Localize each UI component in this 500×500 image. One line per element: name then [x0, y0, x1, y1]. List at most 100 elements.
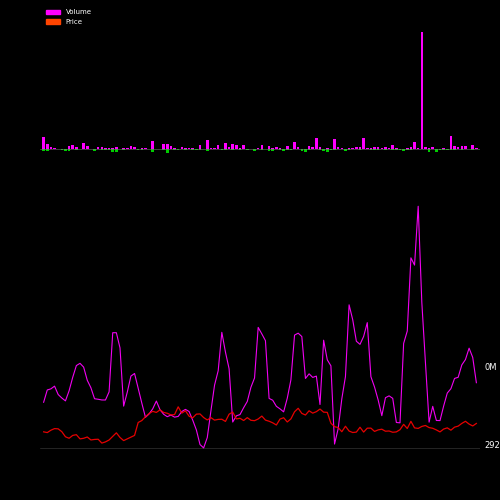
- Bar: [358, 149, 362, 150]
- Bar: [432, 146, 434, 149]
- Bar: [472, 149, 474, 150]
- Bar: [115, 149, 117, 152]
- Bar: [174, 149, 176, 150]
- Bar: [410, 149, 412, 150]
- Bar: [370, 148, 372, 149]
- Bar: [242, 145, 245, 149]
- Bar: [318, 149, 322, 150]
- Bar: [188, 148, 190, 149]
- Bar: [304, 149, 306, 152]
- Bar: [420, 32, 423, 149]
- Bar: [134, 146, 136, 149]
- Bar: [374, 147, 376, 149]
- Bar: [180, 147, 183, 149]
- Bar: [398, 149, 402, 150]
- Bar: [446, 149, 448, 150]
- Bar: [122, 148, 125, 149]
- Bar: [414, 142, 416, 149]
- Bar: [272, 149, 274, 151]
- Bar: [362, 138, 365, 149]
- Bar: [340, 148, 343, 149]
- Bar: [457, 148, 460, 149]
- Bar: [278, 148, 281, 149]
- Bar: [312, 147, 314, 149]
- Bar: [326, 148, 328, 149]
- Bar: [260, 145, 263, 149]
- Bar: [72, 144, 74, 149]
- Bar: [184, 148, 186, 149]
- Bar: [464, 146, 466, 149]
- Bar: [100, 149, 103, 150]
- Bar: [286, 149, 288, 150]
- Bar: [337, 148, 340, 149]
- Bar: [224, 144, 226, 149]
- Bar: [254, 149, 256, 152]
- Bar: [166, 149, 168, 152]
- Bar: [428, 148, 430, 149]
- Bar: [224, 149, 226, 150]
- Bar: [246, 149, 248, 150]
- Bar: [370, 149, 372, 150]
- Bar: [152, 149, 154, 152]
- Bar: [308, 149, 310, 150]
- Bar: [395, 149, 398, 150]
- Bar: [94, 149, 96, 152]
- Bar: [348, 149, 350, 150]
- Bar: [334, 149, 336, 150]
- Bar: [475, 148, 478, 149]
- Bar: [424, 146, 426, 149]
- Bar: [442, 149, 445, 150]
- Bar: [294, 142, 296, 149]
- Bar: [206, 149, 208, 150]
- Bar: [100, 148, 103, 149]
- Bar: [257, 148, 260, 149]
- Bar: [300, 149, 303, 151]
- Bar: [42, 149, 45, 151]
- Bar: [115, 148, 117, 149]
- Bar: [232, 149, 234, 150]
- Bar: [162, 144, 165, 149]
- Bar: [122, 149, 125, 150]
- Bar: [170, 146, 172, 149]
- Bar: [75, 149, 78, 150]
- Bar: [177, 149, 180, 150]
- Bar: [450, 149, 452, 150]
- Bar: [130, 146, 132, 149]
- Bar: [112, 149, 114, 152]
- Bar: [406, 149, 408, 150]
- Bar: [417, 148, 420, 149]
- Bar: [330, 149, 332, 150]
- Bar: [68, 146, 70, 149]
- Bar: [144, 148, 146, 149]
- Bar: [238, 149, 242, 150]
- Bar: [315, 138, 318, 149]
- Bar: [210, 148, 212, 149]
- Bar: [195, 149, 198, 150]
- Bar: [162, 149, 165, 150]
- Bar: [402, 149, 405, 150]
- Bar: [395, 148, 398, 149]
- Bar: [192, 149, 194, 150]
- Bar: [290, 149, 292, 150]
- Bar: [166, 144, 168, 149]
- Bar: [108, 148, 110, 149]
- Bar: [198, 145, 202, 149]
- Bar: [377, 149, 380, 150]
- Bar: [454, 149, 456, 150]
- Bar: [238, 148, 242, 149]
- Bar: [297, 146, 300, 149]
- Bar: [206, 140, 208, 149]
- Bar: [410, 148, 412, 149]
- Bar: [97, 148, 100, 149]
- Bar: [268, 146, 270, 149]
- Bar: [220, 149, 223, 150]
- Bar: [392, 146, 394, 149]
- Bar: [348, 148, 350, 149]
- Bar: [140, 149, 143, 150]
- Bar: [42, 138, 45, 149]
- Bar: [68, 149, 70, 150]
- Bar: [272, 148, 274, 149]
- Bar: [260, 149, 263, 150]
- Bar: [214, 148, 216, 149]
- Bar: [388, 148, 390, 149]
